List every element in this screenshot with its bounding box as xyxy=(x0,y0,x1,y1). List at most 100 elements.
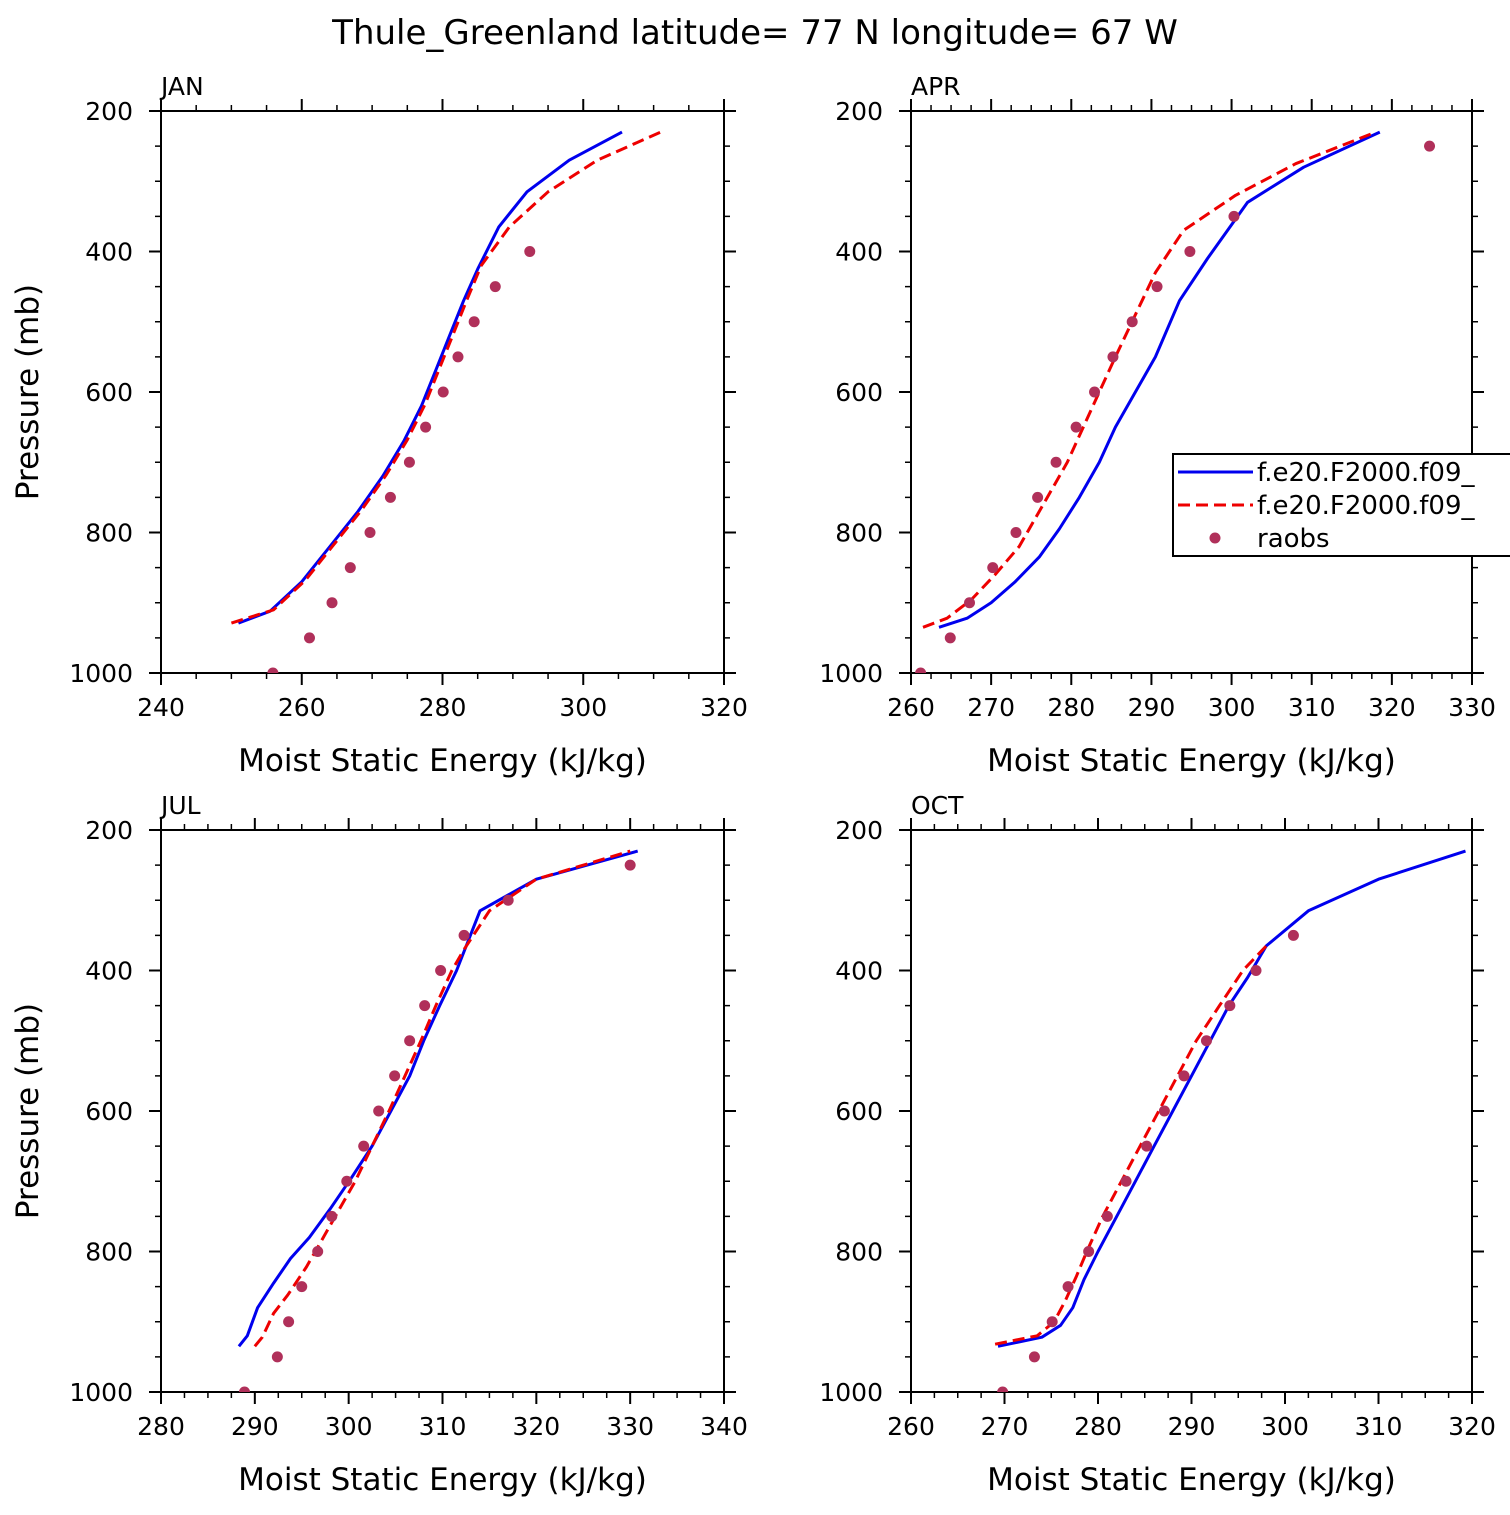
panel-label: OCT xyxy=(911,791,964,820)
raobs-point xyxy=(915,667,927,673)
x-tick-label: 290 xyxy=(1168,1412,1216,1441)
raobs-point xyxy=(987,562,999,574)
x-tick-label: 260 xyxy=(278,693,326,722)
raobs-point xyxy=(1107,351,1119,363)
raobs-point xyxy=(489,281,501,293)
legend-label: f.e20.F2000.f09_ xyxy=(1257,458,1475,488)
legend-swatch-marker xyxy=(1209,532,1221,544)
raobs-point xyxy=(1028,1351,1040,1363)
y-tick-label: 800 xyxy=(85,519,133,548)
raobs-point xyxy=(1141,1140,1153,1152)
x-tick-label: 310 xyxy=(1355,1412,1403,1441)
raobs-point xyxy=(964,597,976,609)
x-tick-label: 300 xyxy=(1208,693,1256,722)
x-tick-label: 300 xyxy=(559,693,607,722)
y-tick-label: 400 xyxy=(85,957,133,986)
x-tick-label: 290 xyxy=(231,1412,279,1441)
series-line-solid xyxy=(237,849,639,1348)
raobs-point xyxy=(1184,246,1196,257)
raobs-point xyxy=(1126,316,1138,328)
x-tick-label: 280 xyxy=(419,693,467,722)
raobs-point xyxy=(358,1140,370,1152)
raobs-point xyxy=(364,527,376,538)
raobs-point xyxy=(1050,456,1062,468)
raobs-point xyxy=(468,316,480,328)
x-tick-label: 280 xyxy=(1047,693,1095,722)
y-tick-label: 200 xyxy=(85,97,133,126)
raobs-point xyxy=(1010,527,1022,538)
y-tick-label: 600 xyxy=(835,378,883,407)
raobs-point xyxy=(437,386,449,398)
raobs-point xyxy=(1089,386,1101,398)
y-tick-label: 600 xyxy=(85,1097,133,1126)
x-tick-label: 310 xyxy=(1288,693,1336,722)
raobs-point xyxy=(435,965,447,976)
raobs-point xyxy=(403,456,415,468)
y-tick-label: 600 xyxy=(835,1097,883,1126)
raobs-point xyxy=(312,1246,324,1257)
x-axis-label: Moist Static Energy (kJ/kg) xyxy=(987,743,1396,779)
raobs-point xyxy=(1120,1175,1132,1187)
raobs-point xyxy=(239,1386,251,1392)
plot-frame xyxy=(910,110,1473,674)
plot-frame xyxy=(160,829,725,1393)
raobs-point xyxy=(344,562,356,574)
y-tick-label: 1000 xyxy=(69,1378,133,1407)
raobs-point xyxy=(1070,421,1082,433)
raobs-point xyxy=(524,246,536,257)
series-group xyxy=(237,849,639,1392)
y-tick-label: 400 xyxy=(835,238,883,267)
panels-group: JAN 240 260 280 300 320 200 400 600 800 1000 Moist … xyxy=(10,72,1510,1498)
raobs-point xyxy=(1178,1070,1190,1082)
y-tick-label: 200 xyxy=(835,97,883,126)
y-tick-label: 1000 xyxy=(819,659,883,688)
x-tick-label: 320 xyxy=(1448,1412,1496,1441)
panel-apr: APR 260 270 280 290 300 310 320 330 200 400 600 800 1… xyxy=(819,72,1510,779)
x-tick-label: 320 xyxy=(512,1412,560,1441)
panel-label: JUL xyxy=(159,791,201,820)
x-tick-label: 280 xyxy=(137,1412,185,1441)
raobs-point xyxy=(283,1316,295,1328)
raobs-point xyxy=(389,1070,401,1082)
y-tick-label: 1000 xyxy=(819,1378,883,1407)
x-axis-label: Moist Static Energy (kJ/kg) xyxy=(238,1462,647,1498)
raobs-point xyxy=(271,1351,283,1363)
legend: f.e20.F2000.f09_f.e20.F2000.f09_raobs xyxy=(1172,453,1510,557)
y-tick-label: 400 xyxy=(85,238,133,267)
y-tick-label: 800 xyxy=(835,1238,883,1267)
raobs-point xyxy=(502,894,514,906)
legend-label: raobs xyxy=(1257,524,1330,554)
raobs-point xyxy=(1424,140,1436,152)
x-axis-label: Moist Static Energy (kJ/kg) xyxy=(238,743,647,779)
raobs-point xyxy=(624,859,636,871)
raobs-point xyxy=(384,491,396,503)
x-axis-label: Moist Static Energy (kJ/kg) xyxy=(987,1462,1396,1498)
raobs-point xyxy=(1101,1210,1113,1222)
panel-label: JAN xyxy=(159,72,204,101)
x-tick-label: 270 xyxy=(967,693,1015,722)
raobs-point xyxy=(373,1105,385,1117)
raobs-point xyxy=(341,1175,353,1187)
x-tick-label: 280 xyxy=(1074,1412,1122,1441)
raobs-point xyxy=(326,597,338,609)
raobs-point xyxy=(997,1386,1009,1392)
series-line-solid xyxy=(997,849,1466,1348)
raobs-point xyxy=(326,1210,338,1222)
legend-label: f.e20.F2000.f09_ xyxy=(1257,491,1475,521)
raobs-point xyxy=(404,1035,416,1047)
x-tick-label: 300 xyxy=(325,1412,373,1441)
raobs-point xyxy=(267,667,279,673)
series-line-dashed xyxy=(253,849,631,1348)
series-line-dashed xyxy=(922,130,1377,629)
raobs-point xyxy=(1287,929,1299,941)
raobs-point xyxy=(452,351,464,363)
y-tick-label: 200 xyxy=(85,816,133,845)
x-tick-label: 310 xyxy=(419,1412,467,1441)
x-tick-label: 270 xyxy=(981,1412,1029,1441)
raobs-point xyxy=(420,421,432,433)
y-tick-label: 1000 xyxy=(69,659,133,688)
panel-label: APR xyxy=(911,72,961,101)
y-axis-label: Pressure (mb) xyxy=(10,284,46,500)
x-tick-label: 340 xyxy=(700,1412,748,1441)
